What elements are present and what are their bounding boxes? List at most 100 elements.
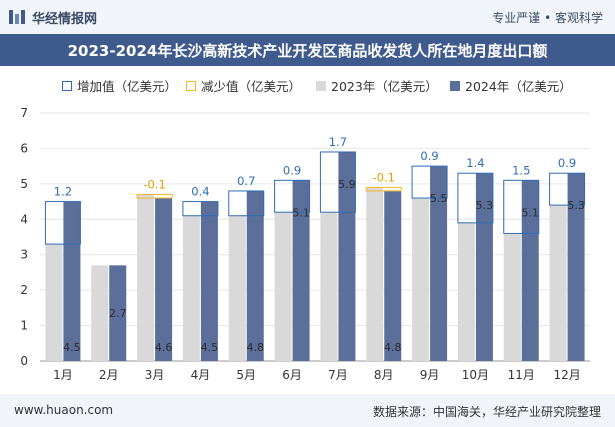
- bar-2023: [182, 215, 200, 361]
- increase-outline: [549, 172, 586, 206]
- brand-name: 华经情报网: [32, 12, 98, 27]
- title-bar: 2023-2024年长沙高新技术产业开发区商品收发货人所在地月度出口额: [0, 34, 615, 66]
- increase-outline: [503, 179, 540, 234]
- bar-2024: [155, 198, 173, 361]
- change-label: -0.1: [143, 177, 165, 191]
- legend-swatch-increase: [62, 80, 72, 91]
- bar-2024: [109, 265, 127, 361]
- value-label-2024: 5.3: [567, 199, 585, 212]
- value-label-2024: 4.5: [201, 341, 219, 354]
- bar-2023: [549, 205, 567, 361]
- decrease-outline: [136, 193, 173, 199]
- bar-2024: [384, 190, 402, 361]
- legend-item-decrease: 减少值（亿美元）: [186, 76, 301, 95]
- bar-2023: [503, 233, 521, 361]
- increase-outline: [457, 172, 494, 224]
- x-tick-label: 6月: [282, 368, 302, 382]
- increase-outline: [319, 151, 356, 213]
- bar-2024: [521, 180, 539, 361]
- bar-2024: [475, 173, 493, 361]
- bar-2023: [45, 244, 63, 361]
- x-tick-label: 4月: [191, 368, 211, 382]
- bar-2024: [338, 151, 356, 361]
- y-tick-label: 3: [20, 248, 28, 262]
- bar-2024: [292, 180, 310, 361]
- bar-2023: [366, 187, 384, 361]
- change-label: 0.9: [420, 149, 438, 163]
- value-label-2024: 5.9: [338, 178, 356, 191]
- legend-item-2024: 2024年（亿美元）: [450, 76, 572, 95]
- footer-bar: www.huaon.com 数据来源：中国海关，华经产业研究院整理: [0, 394, 615, 427]
- x-tick-label: 11月: [508, 368, 535, 382]
- x-tick-label: 2月: [99, 368, 119, 382]
- change-label: 0.9: [558, 156, 576, 170]
- chart-title: 2023-2024年长沙高新技术产业开发区商品收发货人所在地月度出口额: [67, 42, 548, 60]
- legend-item-increase: 增加值（亿美元）: [62, 76, 177, 95]
- legend-label-2023: 2023年（亿美元）: [331, 79, 438, 94]
- bar-2024: [63, 201, 81, 361]
- legend-swatch-2023: [316, 80, 326, 91]
- top-bar: 华经情报网 专业严谨 • 客观科学: [0, 0, 615, 34]
- y-tick-label: 4: [20, 212, 28, 226]
- legend-label-decrease: 减少值（亿美元）: [201, 79, 302, 94]
- x-tick-label: 8月: [374, 368, 394, 382]
- value-label-2024: 4.8: [384, 341, 402, 354]
- change-label: 1.4: [466, 156, 484, 170]
- y-tick-label: 2: [20, 283, 28, 297]
- value-label-2024: 5.1: [522, 206, 540, 219]
- x-tick-label: 9月: [420, 368, 440, 382]
- legend-item-2023: 2023年（亿美元）: [316, 76, 438, 95]
- bar-2024: [200, 201, 218, 361]
- value-label-2024: 5.5: [430, 192, 448, 205]
- brand-tagline: 专业严谨 • 客观科学: [492, 11, 603, 25]
- brand-logo-icon: [9, 10, 25, 24]
- y-tick-label: 5: [20, 177, 28, 191]
- y-tick-label: 0: [20, 354, 28, 368]
- site-url: www.huaon.com: [14, 403, 114, 417]
- value-label-2024: 4.6: [155, 341, 173, 354]
- change-label: 1.2: [54, 185, 72, 199]
- data-source: 数据来源：中国海关，华经产业研究院整理: [372, 405, 601, 419]
- x-tick-label: 10月: [462, 368, 489, 382]
- y-tick-label: 1: [20, 319, 28, 333]
- change-label: 0.7: [237, 174, 255, 188]
- x-tick-label: 3月: [145, 368, 165, 382]
- legend-label-2024: 2024年（亿美元）: [465, 79, 572, 94]
- bar-2023: [412, 198, 430, 361]
- value-label-2024: 5.1: [292, 206, 310, 219]
- increase-outline: [182, 201, 219, 217]
- legend: 增加值（亿美元） 减少值（亿美元） 2023年（亿美元） 2024年（亿美元）: [0, 72, 615, 94]
- value-label-2024: 5.3: [476, 199, 494, 212]
- increase-outline: [411, 165, 448, 199]
- bar-2024: [430, 166, 448, 361]
- bar-2023: [320, 212, 338, 361]
- change-label: 0.4: [191, 185, 209, 199]
- legend-label-increase: 增加值（亿美元）: [77, 79, 178, 94]
- y-tick-label: 7: [20, 106, 28, 120]
- bar-2023: [228, 215, 246, 361]
- change-label: 1.5: [512, 163, 530, 177]
- legend-swatch-2024: [450, 80, 460, 91]
- legend-swatch-decrease: [186, 80, 196, 91]
- value-label-2024: 4.8: [247, 341, 265, 354]
- x-tick-label: 12月: [553, 368, 580, 382]
- increase-outline: [44, 201, 81, 245]
- change-label: 1.7: [329, 135, 347, 149]
- bar-2023: [91, 265, 109, 361]
- x-tick-label: 7月: [328, 368, 348, 382]
- bar-2023: [457, 222, 475, 361]
- change-label: 0.9: [283, 163, 301, 177]
- y-tick-label: 6: [20, 141, 28, 155]
- value-label-2024: 2.7: [109, 307, 127, 320]
- decrease-outline: [365, 186, 402, 192]
- bar-2024: [567, 173, 585, 361]
- bar-2023: [137, 194, 155, 361]
- x-tick-label: 1月: [53, 368, 73, 382]
- increase-outline: [228, 190, 265, 217]
- bar-2024: [246, 190, 264, 361]
- change-label: -0.1: [373, 170, 395, 184]
- value-label-2024: 4.5: [63, 341, 81, 354]
- x-tick-label: 5月: [236, 368, 256, 382]
